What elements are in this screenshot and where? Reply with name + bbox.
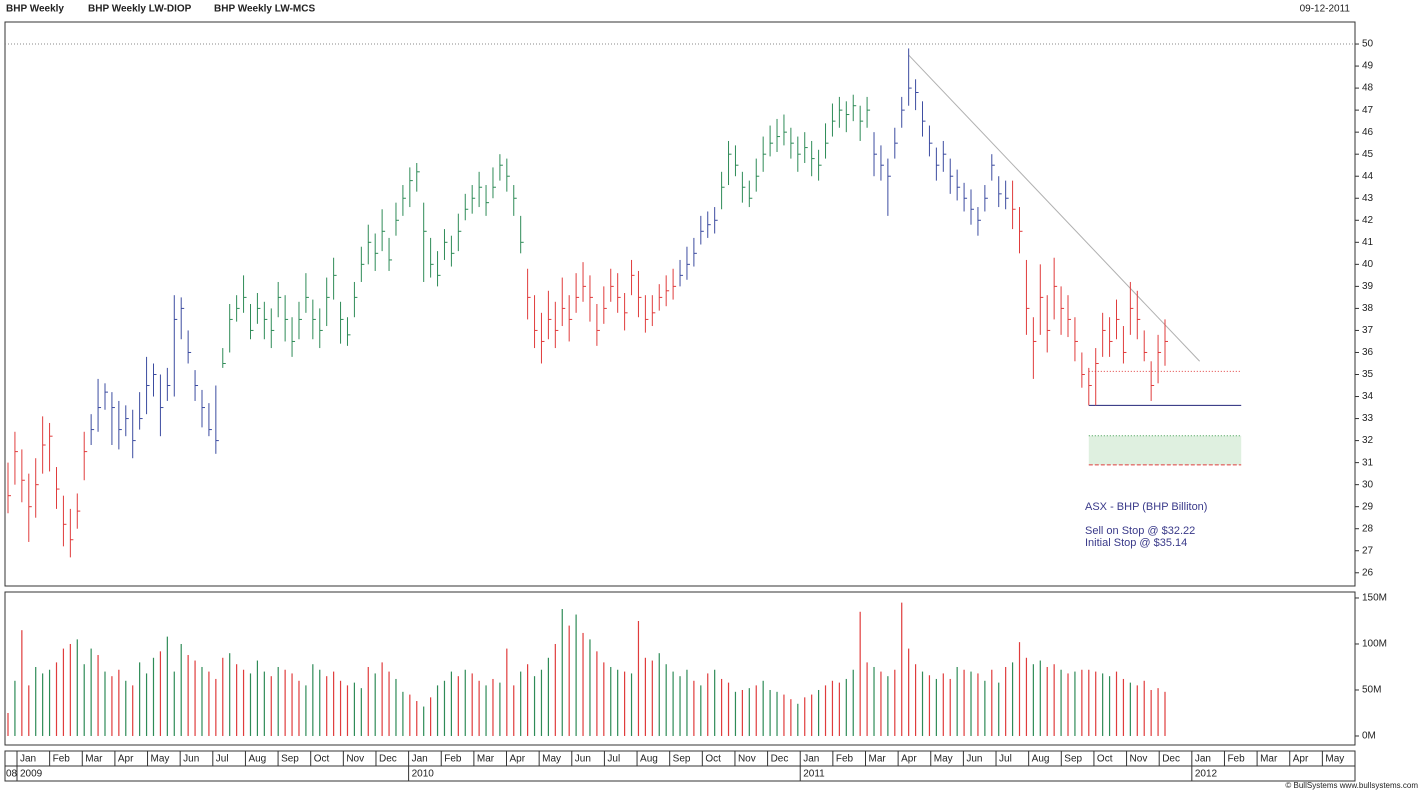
month-label: Aug (1032, 754, 1050, 765)
y-tick-label: 38 (1362, 303, 1374, 314)
month-label: Oct (705, 754, 721, 765)
month-label: Jun (575, 754, 591, 765)
month-label: Dec (379, 754, 397, 765)
month-label: Mar (85, 754, 103, 765)
month-label: Nov (738, 754, 756, 765)
y-tick-label: 46 (1362, 127, 1374, 138)
year-label: 2010 (412, 769, 435, 780)
month-label: Feb (836, 754, 854, 765)
header-title: BHP Weekly LW-MCS (214, 4, 315, 15)
month-label: Mar (868, 754, 886, 765)
year-label: 2009 (20, 769, 43, 780)
month-label: May (542, 754, 561, 765)
y-tick-label: 43 (1362, 193, 1374, 204)
month-label: Jun (966, 754, 982, 765)
month-label: Sep (281, 754, 299, 765)
volume-panel (4, 591, 1356, 746)
month-label: Nov (346, 754, 364, 765)
month-label: Oct (1097, 754, 1113, 765)
y-tick-label: 30 (1362, 479, 1374, 490)
y-tick-label: 48 (1362, 83, 1374, 94)
header-title: BHP Weekly (6, 4, 64, 15)
y-tick-label: 36 (1362, 347, 1374, 358)
stop-zone (1088, 435, 1242, 465)
y-tick-label: 31 (1362, 457, 1374, 468)
annotation: ASX - BHP (BHP Billiton) (1085, 501, 1207, 513)
y-tick-label: 50 (1362, 39, 1374, 50)
y-tick-label: 44 (1362, 171, 1374, 182)
y-tick-label: 47 (1362, 105, 1374, 116)
month-label: Jul (216, 754, 229, 765)
y-tick-label: 27 (1362, 545, 1374, 556)
month-label: Aug (248, 754, 266, 765)
month-label: Apr (118, 754, 134, 765)
month-label: Jul (607, 754, 620, 765)
month-label: Jan (412, 754, 428, 765)
header-title: BHP Weekly LW-DIOP (88, 4, 192, 15)
month-label: Oct (314, 754, 330, 765)
y-tick-label: 35 (1362, 369, 1374, 380)
y-tick-label: 41 (1362, 237, 1374, 248)
month-label: Jan (803, 754, 819, 765)
y-tick-label: 49 (1362, 61, 1374, 72)
month-label: Aug (640, 754, 658, 765)
month-label: Apr (1293, 754, 1309, 765)
y-tick-label: 40 (1362, 259, 1374, 270)
month-label: May (934, 754, 953, 765)
annotation: Sell on Stop @ $32.22 (1085, 525, 1195, 537)
y-tick-label: 39 (1362, 281, 1374, 292)
month-label: Apr (510, 754, 526, 765)
month-label: Feb (53, 754, 71, 765)
month-label: Nov (1130, 754, 1148, 765)
y-tick-label: 32 (1362, 435, 1374, 446)
month-label: Mar (1260, 754, 1278, 765)
month-label: Sep (673, 754, 691, 765)
month-label: Sep (1064, 754, 1082, 765)
month-label: May (151, 754, 170, 765)
month-label: Jan (20, 754, 36, 765)
trendline (908, 54, 1201, 362)
month-label: Feb (444, 754, 462, 765)
y-tick-label: 42 (1362, 215, 1374, 226)
month-label: Mar (477, 754, 495, 765)
month-label: Jan (1195, 754, 1211, 765)
month-label: Dec (771, 754, 789, 765)
month-label: Apr (901, 754, 917, 765)
year-label: 2012 (1195, 769, 1218, 780)
y-tick-label: 37 (1362, 325, 1374, 336)
price-panel (4, 21, 1356, 587)
y-tick-label: 50M (1362, 685, 1381, 696)
y-tick-label: 34 (1362, 391, 1374, 402)
y-tick-label: 150M (1362, 593, 1387, 604)
month-label: Jun (183, 754, 199, 765)
header-date: 09-12-2011 (1300, 4, 1351, 15)
y-tick-label: 26 (1362, 567, 1374, 578)
month-label: Feb (1227, 754, 1245, 765)
y-tick-label: 33 (1362, 413, 1374, 424)
y-tick-label: 45 (1362, 149, 1374, 160)
y-tick-label: 29 (1362, 501, 1374, 512)
footer: © BullSystems www.bullsystems.com (1285, 781, 1418, 790)
y-tick-label: 0M (1362, 731, 1376, 742)
year-label: 2011 (803, 769, 825, 780)
month-label: Dec (1162, 754, 1180, 765)
month-label: May (1325, 754, 1344, 765)
month-label: Jul (999, 754, 1012, 765)
y-tick-label: 100M (1362, 639, 1387, 650)
y-tick-label: 28 (1362, 523, 1374, 534)
year-label: 08 (6, 769, 18, 780)
annotation: Initial Stop @ $35.14 (1085, 537, 1187, 549)
